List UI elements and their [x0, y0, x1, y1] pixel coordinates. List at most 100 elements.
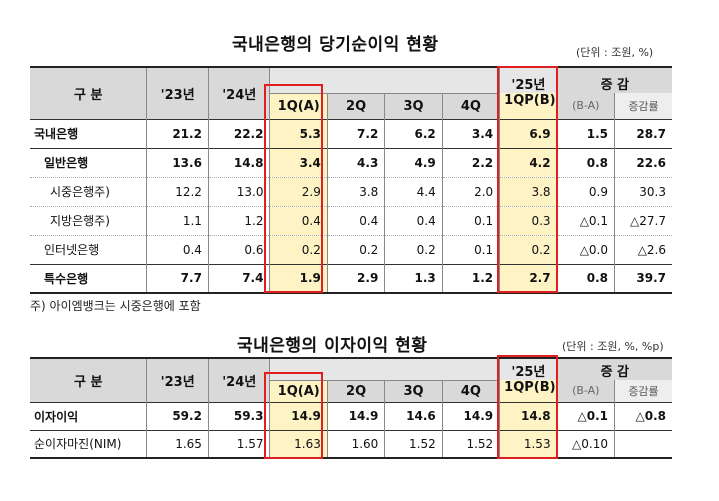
table2-cell: 59.3 — [208, 402, 271, 430]
table1-cell: 7.4 — [208, 264, 271, 293]
table1-cell: △2.6 — [637, 242, 666, 257]
table2-header-q1: 1Q(A) — [269, 380, 328, 402]
table1-header-category: 구 분 — [30, 67, 148, 119]
table2-header-quarters-band — [269, 358, 501, 381]
table2-header-row-2: 1Q(A) 2Q 3Q 4Q 1QP(B) (B-A) 증감률 — [30, 380, 672, 402]
table1-cell: 0.2 — [499, 235, 558, 264]
table1-title: 국내은행의 당기순이익 현황 — [232, 35, 439, 55]
table1-cell: 13.0 — [208, 177, 271, 206]
table1-cell: 3.8 — [499, 177, 558, 206]
table1-cell: 30.3 — [639, 184, 666, 199]
table1-cell: 4.3 — [327, 148, 386, 177]
table2-cell: 1.63 — [269, 430, 328, 458]
table1-footnote: 주) 아이엠뱅크는 시중은행에 포함 — [30, 299, 201, 313]
table2-header-q3: 3Q — [384, 380, 443, 402]
table1-cell: 0.4 — [327, 206, 386, 235]
table1-cell: 4.9 — [384, 148, 443, 177]
table2-cell: 14.9 — [269, 402, 328, 430]
table1-row-label: 인터넷은행 — [30, 235, 148, 264]
table2-cell: 1.52 — [442, 430, 501, 458]
table1-cell: 2.7 — [499, 264, 558, 293]
table2-cell: 1.57 — [208, 430, 271, 458]
table2-header-y25-bottom: 1QP(B) — [499, 380, 558, 402]
table2-header-y24: '24년 — [208, 358, 271, 402]
table1-row-label: 특수은행 — [30, 264, 148, 293]
table1-header-q1: 1Q(A) — [269, 93, 328, 119]
table2-header-change-sub: (B-A) — [557, 380, 616, 402]
table2-header-change: 증 감 — [557, 358, 672, 380]
table1-header-y23: '23년 — [146, 67, 209, 119]
table1-cell: 39.7 — [636, 271, 666, 286]
table1-cell: 0.2 — [269, 235, 328, 264]
table2-cell: 14.6 — [384, 402, 443, 430]
table1-cell: 5.3 — [269, 119, 328, 148]
table2-row-label: 순이자마진(NIM) — [30, 430, 148, 458]
table1-cell: 2.9 — [269, 177, 328, 206]
table2-cell — [615, 430, 673, 458]
table1-header-q3: 3Q — [384, 93, 443, 119]
table1-header-quarters-band — [269, 67, 501, 94]
table1-cell: 0.9 — [557, 177, 616, 206]
table1-cell: 1.5 — [557, 119, 616, 148]
table1-cell: 1.9 — [269, 264, 328, 293]
table1-cell: 7.7 — [146, 264, 209, 293]
table1-unit: (단위 : 조원, %) — [576, 46, 654, 59]
table1-cell: 12.2 — [146, 177, 209, 206]
table1-cell: 0.1 — [442, 235, 501, 264]
table1-header-rate: 증감률 — [614, 93, 672, 119]
table2-row-label: 이자이익 — [30, 402, 148, 430]
table1-row-label: 국내은행 — [30, 119, 148, 148]
table2-header-category: 구 분 — [30, 358, 148, 402]
table1-row: 특수은행 7.7 7.4 1.9 2.9 1.3 1.2 2.7 0.8 39.7 — [30, 264, 672, 293]
table1-cell: 0.8 — [557, 264, 616, 293]
table1-cell: 0.4 — [146, 235, 209, 264]
table2-header-y25-top: '25년 — [499, 358, 558, 380]
table2-row: 순이자마진(NIM) 1.65 1.57 1.63 1.60 1.52 1.52 1.53 △0… — [30, 430, 672, 458]
table2-cell: 14.9 — [327, 402, 386, 430]
table1-cell: 0.4 — [384, 206, 443, 235]
table2-cell: 14.8 — [499, 402, 558, 430]
table1-header-y24: '24년 — [208, 67, 271, 119]
table1-header-change-sub: (B-A) — [557, 93, 616, 119]
table1-row: 지방은행주) 1.1 1.2 0.4 0.4 0.4 0.1 0.3 △0.1 △27.7 — [30, 206, 672, 235]
table1-cell: 7.2 — [327, 119, 386, 148]
table1-cell: 22.2 — [208, 119, 271, 148]
table1-cell: 3.8 — [327, 177, 386, 206]
table1-cell: 0.2 — [327, 235, 386, 264]
table1-row: 국내은행 21.2 22.2 5.3 7.2 6.2 3.4 6.9 1.5 28.7 — [30, 119, 672, 148]
table1-header-q2: 2Q — [327, 93, 386, 119]
table1-cell: △0.1 — [557, 206, 616, 235]
table2-header-row-1: 구 분 '23년 '24년 '25년 증 감 — [30, 358, 672, 402]
table1-cell: 2.0 — [442, 177, 501, 206]
table1-cell: 0.4 — [269, 206, 328, 235]
table2-cell: 1.65 — [146, 430, 209, 458]
table1-cell: 1.2 — [208, 206, 271, 235]
table2-cell: 1.53 — [499, 430, 558, 458]
table1-cell: 1.3 — [384, 264, 443, 293]
table2-cell: 1.52 — [384, 430, 443, 458]
table1-cell: △0.0 — [557, 235, 616, 264]
table2-header-q2: 2Q — [327, 380, 386, 402]
table1-row: 시중은행주) 12.2 13.0 2.9 3.8 4.4 2.0 3.8 0.9 30.3 — [30, 177, 672, 206]
table1-header-row-2: 1Q(A) 2Q 3Q 4Q 1QP(B) (B-A) 증감률 — [30, 93, 672, 119]
net-income-table: 구 분 '23년 '24년 '25년 증 감 1Q(A) 2Q 3Q 4Q 1Q… — [30, 66, 672, 294]
table2-unit: (단위 : 조원, %, %p) — [562, 340, 664, 353]
table2-cell: △0.1 — [557, 402, 616, 430]
table1-row-label: 시중은행주) — [30, 177, 148, 206]
table1-cell: 0.8 — [557, 148, 616, 177]
table1-row: 일반은행 13.6 14.8 3.4 4.3 4.9 2.2 4.2 0.8 22.6 — [30, 148, 672, 177]
table1-cell: 6.9 — [499, 119, 558, 148]
table2-header-q4: 4Q — [442, 380, 501, 402]
table1-cell: 22.6 — [636, 155, 666, 170]
table2-cell: 14.9 — [442, 402, 501, 430]
table2-cell: △0.10 — [557, 430, 616, 458]
table2-cell: △0.8 — [635, 409, 667, 423]
table2-title: 국내은행의 이자이익 현황 — [237, 336, 428, 356]
table1-cell: 3.4 — [269, 148, 328, 177]
table1-cell: 28.7 — [636, 126, 666, 141]
table1-header-change: 증 감 — [557, 67, 672, 93]
table1-cell: 3.4 — [442, 119, 501, 148]
table1-cell: 1.1 — [146, 206, 209, 235]
table2-cell: 1.60 — [327, 430, 386, 458]
table1-row-label: 지방은행주) — [30, 206, 148, 235]
